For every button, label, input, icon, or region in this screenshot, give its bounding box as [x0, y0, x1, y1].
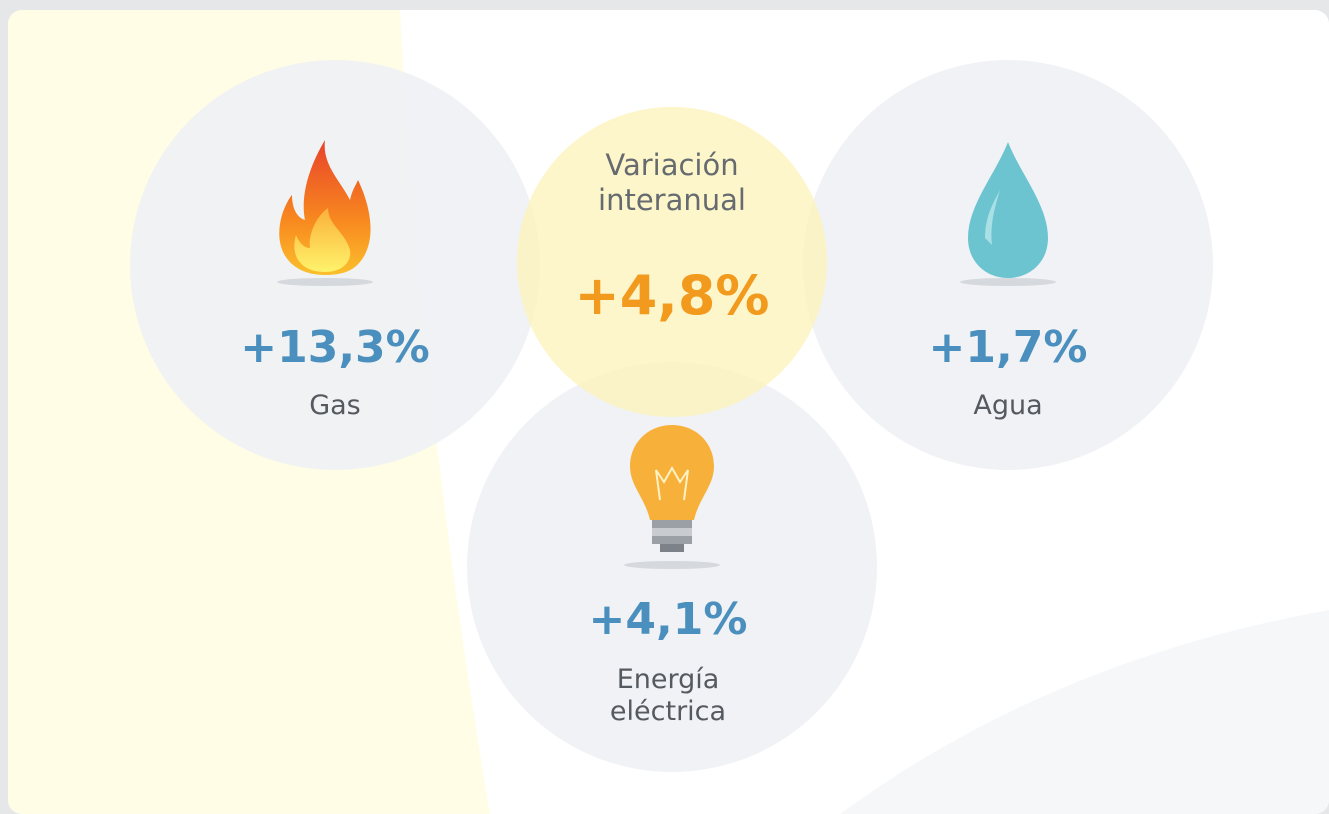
bulb-icon [624, 425, 720, 569]
flame-icon [277, 140, 373, 286]
drop-icon [960, 142, 1056, 286]
electricity-value: +4,1% [588, 594, 748, 645]
gas-value: +13,3% [240, 322, 430, 373]
gas-label: Gas [309, 390, 361, 421]
center-label: Variación interanual [598, 148, 746, 217]
electricity-label: Energía eléctrica [609, 664, 727, 728]
center-value: +4,8% [574, 264, 770, 327]
water-label: Agua [973, 390, 1043, 421]
water-value: +1,7% [928, 322, 1088, 373]
card [8, 10, 1329, 814]
